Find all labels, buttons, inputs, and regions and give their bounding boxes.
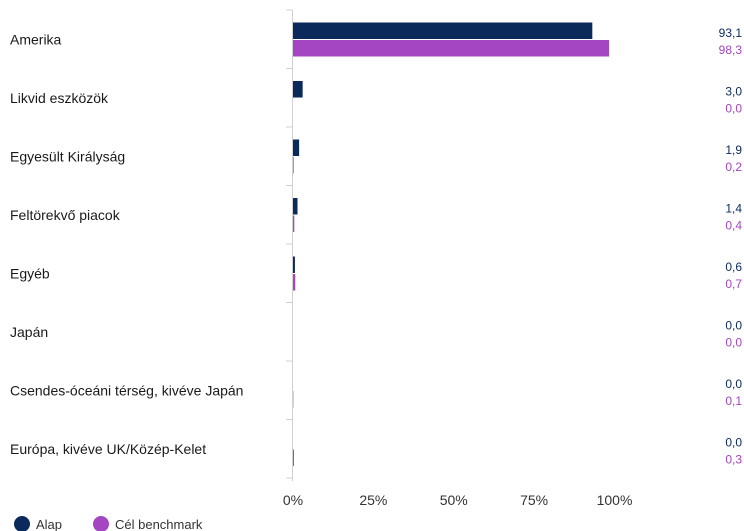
bar-alap [293,139,300,156]
value-label-cel-benchmark: 0,3 [725,453,742,467]
bar-cel-benchmark [293,40,610,57]
bar-cel-benchmark [293,274,296,291]
category-label: Európa, kivéve UK/Közép-Kelet [10,441,206,457]
legend-label: Cél benchmark [115,517,203,531]
bar-alap [293,22,593,39]
value-label-alap: 1,9 [725,143,742,157]
x-tick-label: 50% [440,492,468,508]
legend-marker [14,516,30,531]
category-label: Feltörekvő piacok [10,207,121,223]
x-tick-label: 100% [597,492,633,508]
bar-cel-benchmark [293,449,294,466]
value-label-cel-benchmark: 98,3 [719,43,743,57]
value-label-cel-benchmark: 0,4 [725,219,742,233]
category-label: Csendes-óceáni térség, kivéve Japán [10,382,243,398]
legend-label: Alap [36,517,62,531]
x-tick-labels-group: 0% 25% 50% 75% 100% [283,492,633,508]
bar-alap [293,256,295,273]
value-label-cel-benchmark: 0,0 [725,102,742,116]
bar-cel-benchmark [293,215,295,232]
value-label-alap: 93,1 [719,26,743,40]
value-label-cel-benchmark: 0,2 [725,160,742,174]
value-label-cel-benchmark: 0,1 [725,394,742,408]
x-tick-label: 25% [359,492,387,508]
category-label: Likvid eszközök [10,90,109,106]
value-label-alap: 0,0 [725,436,742,450]
value-label-cel-benchmark: 0,7 [725,277,742,291]
value-label-cel-benchmark: 0,0 [725,336,742,350]
category-label: Egyéb [10,265,50,281]
value-labels-group: 93,1 98,3 3,0 0,0 1,9 0,2 1,4 0,4 0,6 0,7 0,0 0,0 0,… [719,26,743,467]
bars-group [293,22,610,466]
value-label-alap: 0,0 [725,377,742,391]
axis-group [286,9,293,481]
value-label-alap: 1,4 [725,202,742,216]
value-label-alap: 0,0 [725,319,742,333]
category-labels-group: Amerika Likvid eszközök Egyesült Királyság… [10,31,243,457]
x-tick-label: 75% [520,492,548,508]
value-label-alap: 0,6 [725,260,742,274]
value-label-alap: 3,0 [725,85,742,99]
bar-alap [293,198,298,215]
bar-alap [293,81,303,98]
bar-cel-benchmark [293,157,294,174]
legend-marker [93,516,109,531]
category-label: Egyesült Királyság [10,148,125,164]
x-tick-label: 0% [283,492,303,508]
legend: Alap Cél benchmark [14,516,203,531]
category-label: Amerika [10,31,62,47]
category-label: Japán [10,324,48,340]
